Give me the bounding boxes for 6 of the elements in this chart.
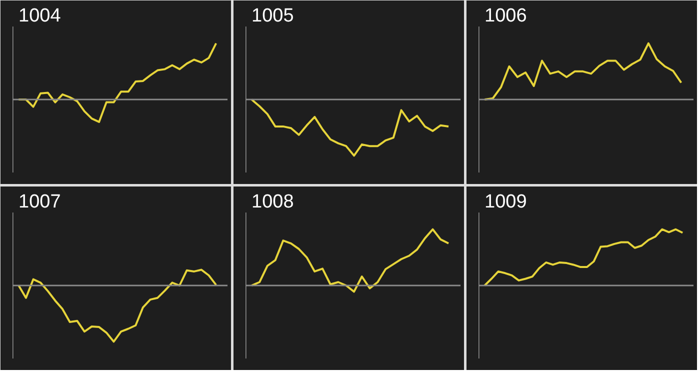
chart-title: 1007	[18, 192, 61, 212]
chart-title: 1008	[252, 192, 294, 212]
chart-title: 1004	[18, 6, 62, 26]
chart-title: 1005	[252, 6, 294, 26]
chart-title: 1006	[484, 6, 527, 26]
chart-title: 1009	[484, 192, 527, 212]
